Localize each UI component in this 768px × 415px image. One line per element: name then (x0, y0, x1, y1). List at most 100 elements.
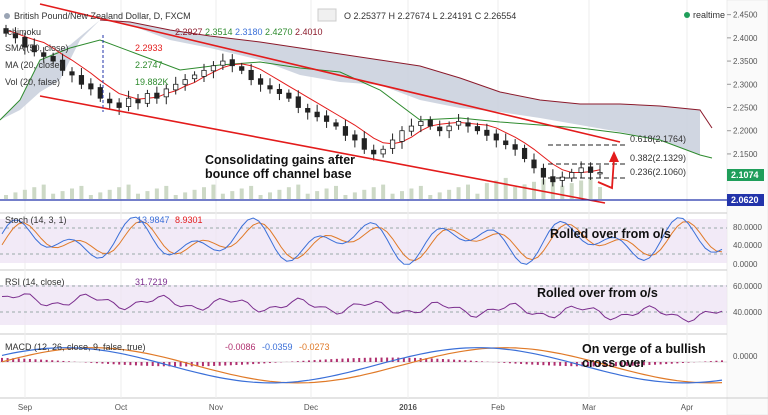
volume-bar (79, 185, 84, 199)
candle-body (22, 36, 28, 48)
macd-histogram-bar (56, 360, 59, 362)
price-tick-label: 2.4500 (733, 11, 758, 20)
volume-bar (522, 184, 527, 199)
candle-body (352, 134, 358, 141)
macd-histogram-bar (330, 359, 333, 362)
macd-histogram-bar (274, 362, 277, 363)
candle-body (427, 119, 433, 127)
macd-histogram-bar (347, 358, 350, 362)
volume-bar (475, 193, 480, 199)
macd-label[interactable]: MACD (12, 26, close, 9, false, true) (5, 342, 146, 352)
volume-bar (183, 192, 188, 199)
macd-signal-line (1, 347, 723, 384)
macd-histogram-bar (107, 362, 110, 364)
rsi-value: 31.7219 (135, 277, 168, 287)
macd-histogram-bar (129, 362, 132, 366)
macd-histogram-bar (520, 362, 523, 364)
macd-histogram-bar (95, 362, 98, 364)
ma-value: 2.2747 (135, 60, 163, 70)
rsi-label[interactable]: RSI (14, close) (5, 277, 65, 287)
volume-bar (324, 188, 329, 199)
candle-body (531, 159, 537, 169)
macd-histogram-bar (547, 362, 550, 366)
sma-label[interactable]: SMA (50, close) (5, 43, 69, 53)
volume-bar (532, 181, 536, 199)
volume-bar (437, 192, 442, 199)
price-tick-label: 2.3000 (733, 80, 758, 89)
macd-histogram-bar (614, 362, 617, 367)
volume-bar (334, 185, 338, 199)
candle-body (465, 122, 471, 127)
candle-body (389, 139, 396, 149)
macd-histogram-bar (536, 362, 539, 365)
up-arrow-head (609, 151, 619, 162)
candle-body (210, 65, 217, 72)
macd-histogram-bar (414, 357, 417, 362)
price-tick-label: 2.1500 (733, 150, 758, 159)
time-tick-label: Dec (304, 403, 318, 412)
time-tick-label: Apr (681, 403, 694, 412)
stoch-tick-80: 80.0000 (733, 223, 762, 232)
macd-val-2: -0.0359 (262, 342, 293, 352)
candle-body (59, 59, 66, 71)
vol-label[interactable]: Vol (20, false) (5, 77, 60, 87)
macd-histogram-bar (458, 359, 461, 362)
stoch-k-value: 13.9847 (137, 215, 170, 225)
candle-body (88, 83, 94, 90)
macd-annotation-line2: cross over (582, 356, 645, 370)
macd-histogram-bar (263, 362, 266, 364)
macd-histogram-bar (302, 360, 305, 362)
candle-body (323, 115, 330, 122)
level-price-badge (727, 194, 764, 206)
volume-bar (569, 183, 574, 199)
macd-histogram-bar (218, 362, 221, 366)
macd-histogram-bar (307, 360, 310, 362)
stoch-label[interactable]: Stoch (14, 3, 1) (5, 215, 67, 225)
candle-body (125, 97, 132, 107)
header-legend: British Pound/New Zealand Dollar, D, FXC… (4, 8, 725, 87)
ichimoku-val-5: 2.4010 (295, 27, 323, 37)
macd-histogram-bar (553, 362, 556, 366)
channel-top (39, 3, 621, 143)
volume-bar (32, 187, 37, 199)
volume-bar (41, 184, 46, 199)
candle-body (540, 167, 547, 178)
symbol-title[interactable]: British Pound/New Zealand Dollar, D, FXC… (14, 11, 191, 21)
candle-body (220, 60, 226, 66)
volume-bar (60, 191, 65, 199)
volume-bar (51, 193, 56, 199)
macd-histogram-bar (665, 362, 668, 365)
ma-label[interactable]: MA (20, close) (5, 60, 63, 70)
candle-body (512, 144, 518, 150)
candle-body (371, 149, 377, 155)
candle-body (399, 130, 405, 142)
macd-annotation-line1: On verge of a bullish (582, 342, 706, 356)
rsi-tick-60: 60.0000 (733, 282, 762, 291)
volume-bar (381, 184, 386, 199)
macd-histogram-bar (380, 357, 383, 362)
macd-histogram-bar (168, 362, 171, 367)
volume-bar (13, 192, 18, 199)
candle-body (50, 56, 56, 62)
volume-bar (371, 187, 376, 199)
price-tick-label: 2.2000 (733, 127, 758, 136)
candle-body (31, 45, 37, 53)
volume-bar (211, 184, 216, 199)
symbol-menu-icon[interactable] (317, 8, 337, 22)
candle-body (587, 166, 594, 173)
volume-bar (126, 184, 131, 199)
macd-histogram-bar (386, 357, 389, 362)
macd-histogram-bar (592, 362, 595, 367)
candle-body (78, 75, 85, 85)
candle-body (248, 69, 254, 81)
macd-histogram-bar (241, 362, 243, 365)
macd-histogram-bar (45, 359, 48, 362)
ichimoku-label[interactable]: Ichimoku (5, 27, 41, 37)
macd-histogram-bar (620, 362, 623, 367)
macd-histogram-bar (425, 358, 428, 362)
macd-histogram-bar (369, 357, 372, 362)
macd-histogram-bar (441, 359, 444, 362)
candle-body (257, 78, 264, 85)
macd-histogram-bar (676, 362, 679, 364)
volume-bar (136, 193, 140, 199)
